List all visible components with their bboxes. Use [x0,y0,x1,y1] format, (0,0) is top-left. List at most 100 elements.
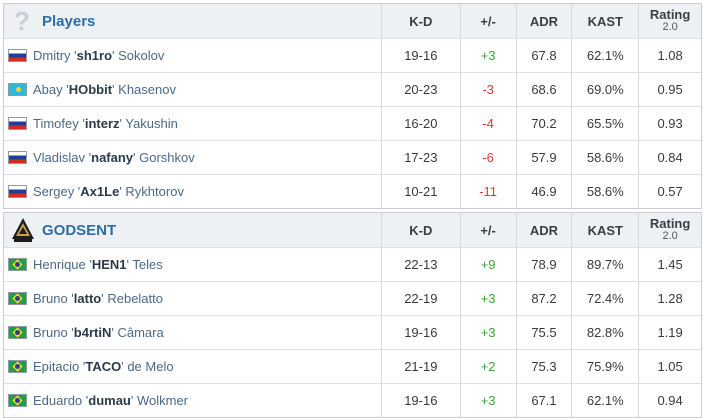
player-name-link[interactable]: Abay 'HObbit' Khasenov [33,82,176,97]
kast-value: 69.0% [571,73,638,106]
kd-value: 22-19 [380,282,460,315]
kast-column-header: KAST [571,4,638,38]
plus-minus-value: +9 [459,248,516,281]
kast-value: 75.9% [571,350,638,383]
rating-label: Rating [649,216,691,231]
kast-value: 62.1% [571,384,638,417]
adr-value: 67.8 [515,39,572,72]
player-row: Sergey 'Ax1Le' Rykhtorov 10-21 -11 46.9 … [4,174,701,208]
rating-version: 2.0 [662,21,678,33]
flag-brazil-icon [8,292,27,305]
player-first-name: Timofey ' [33,116,85,131]
rating-value: 0.57 [638,175,701,208]
player-name-link[interactable]: Bruno 'b4rtiN' Câmara [33,325,164,340]
kd-value: 19-16 [380,39,460,72]
plus-minus-value: +3 [459,39,516,72]
plus-minus-value: +3 [459,282,516,315]
question-mark-icon: ? [14,5,30,36]
player-name-link[interactable]: Epitacio 'TACO' de Melo [33,359,174,374]
player-name-link[interactable]: Timofey 'interz' Yakushin [33,116,178,131]
player-row: Abay 'HObbit' Khasenov 20-23 -3 68.6 69.… [4,72,701,106]
kd-value: 16-20 [380,107,460,140]
flag-kazakhstan-icon [8,83,27,96]
player-last-name: ' Yakushin [119,116,178,131]
player-last-name: ' Teles [126,257,163,272]
adr-value: 70.2 [515,107,572,140]
player-name-link[interactable]: Vladislav 'nafany' Gorshkov [33,150,195,165]
rating-value: 0.84 [638,141,701,174]
adr-value: 75.5 [515,316,572,349]
player-first-name: Bruno ' [33,325,74,340]
player-nickname: Ax1Le [80,184,120,199]
player-first-name: Sergey ' [33,184,81,199]
flag-russia-icon [8,117,27,130]
player-nickname: sh1ro [76,48,113,63]
team-name[interactable]: Players [42,12,96,30]
plus-minus-value: +3 [459,384,516,417]
player-first-name: Vladislav ' [33,150,92,165]
rating-value: 1.28 [638,282,701,315]
adr-value: 78.9 [515,248,572,281]
player-cell: Dmitry 'sh1ro' Sokolov [4,39,381,72]
rating-column-header: Rating 2.0 [638,4,701,38]
player-nickname: HObbit [68,82,113,97]
player-nickname: nafany [91,150,134,165]
plus-minus-value: -3 [459,73,516,106]
team-header-cell: GODSENT [4,213,381,247]
player-last-name: ' Câmara [111,325,164,340]
rating-value: 1.45 [638,248,701,281]
kd-column-header: K-D [380,213,460,247]
adr-column-header: ADR [515,213,572,247]
kast-column-header: KAST [571,213,638,247]
player-row: Eduardo 'dumau' Wolkmer 19-16 +3 67.1 62… [4,383,701,417]
kd-value: 17-23 [380,141,460,174]
player-name-link[interactable]: Sergey 'Ax1Le' Rykhtorov [33,184,184,199]
adr-value: 57.9 [515,141,572,174]
player-name-link[interactable]: Dmitry 'sh1ro' Sokolov [33,48,164,63]
player-last-name: ' Rebelatto [101,291,163,306]
adr-value: 87.2 [515,282,572,315]
team-stats-table: GODSENT K-D +/- ADR KAST Rating 2.0 Henr… [3,212,702,418]
rating-value: 0.95 [638,73,701,106]
table-header-row: GODSENT K-D +/- ADR KAST Rating 2.0 [4,213,701,247]
flag-russia-icon [8,185,27,198]
kd-value: 19-16 [380,384,460,417]
player-row: Dmitry 'sh1ro' Sokolov 19-16 +3 67.8 62.… [4,38,701,72]
player-cell: Eduardo 'dumau' Wolkmer [4,384,381,417]
player-first-name: Abay ' [33,82,69,97]
player-first-name: Bruno ' [33,291,74,306]
rating-value: 0.94 [638,384,701,417]
player-name-link[interactable]: Henrique 'HEN1' Teles [33,257,163,272]
kast-value: 82.8% [571,316,638,349]
kd-value: 22-13 [380,248,460,281]
kd-value: 19-16 [380,316,460,349]
player-cell: Timofey 'interz' Yakushin [4,107,381,140]
player-last-name: ' Sokolov [112,48,165,63]
player-nickname: dumau [88,393,131,408]
kd-value: 10-21 [380,175,460,208]
godsent-logo-icon [12,218,34,242]
kd-column-header: K-D [380,4,460,38]
flag-brazil-icon [8,326,27,339]
plus-minus-value: -4 [459,107,516,140]
player-name-link[interactable]: Bruno 'latto' Rebelatto [33,291,163,306]
player-first-name: Eduardo ' [33,393,89,408]
player-nickname: TACO [85,359,122,374]
kast-value: 58.6% [571,141,638,174]
kd-value: 21-19 [380,350,460,383]
kast-value: 58.6% [571,175,638,208]
team-name[interactable]: GODSENT [42,221,117,239]
player-first-name: Henrique ' [33,257,92,272]
player-cell: Bruno 'latto' Rebelatto [4,282,381,315]
player-last-name: ' Khasenov [112,82,176,97]
player-row: Timofey 'interz' Yakushin 16-20 -4 70.2 … [4,106,701,140]
player-first-name: Dmitry ' [33,48,77,63]
flag-brazil-icon [8,258,27,271]
plus-minus-value: -6 [459,141,516,174]
player-last-name: ' Gorshkov [133,150,195,165]
adr-value: 75.3 [515,350,572,383]
kast-value: 72.4% [571,282,638,315]
player-last-name: ' de Melo [121,359,174,374]
player-name-link[interactable]: Eduardo 'dumau' Wolkmer [33,393,188,408]
player-row: Bruno 'b4rtiN' Câmara 19-16 +3 75.5 82.8… [4,315,701,349]
